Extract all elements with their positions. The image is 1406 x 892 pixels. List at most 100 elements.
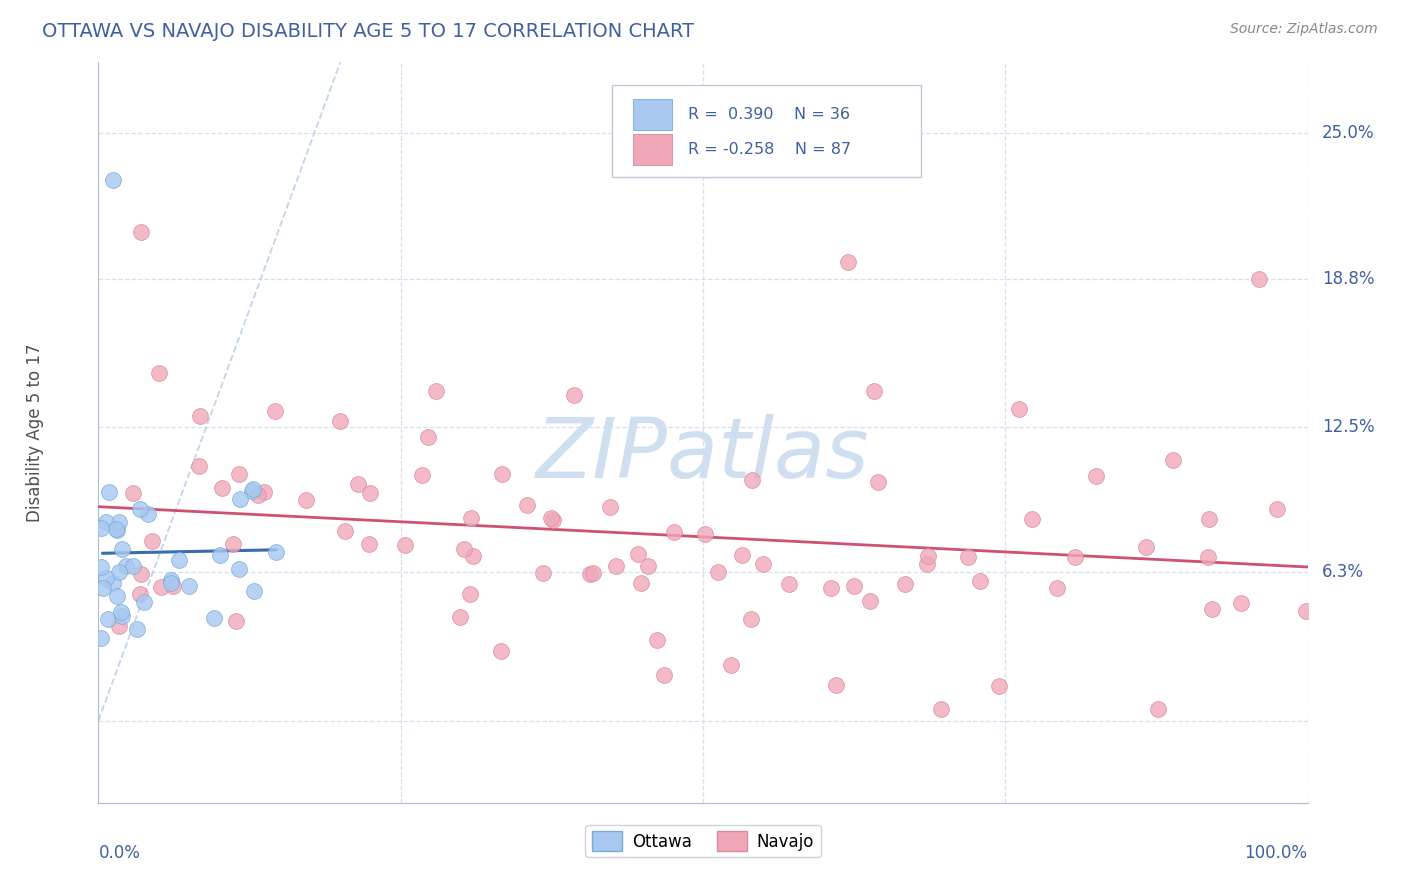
Point: [136, 508, 159, 522]
Point: [357, 537, 380, 551]
Point: [837, 255, 859, 269]
Point: [122, 486, 145, 500]
Point: [97, 612, 120, 626]
Point: [242, 482, 264, 496]
Point: [741, 474, 763, 488]
Point: [516, 498, 538, 512]
Point: [222, 537, 245, 551]
Point: [458, 587, 481, 601]
Point: [1064, 550, 1087, 565]
Point: [294, 492, 316, 507]
Point: [335, 524, 357, 538]
Point: [956, 549, 979, 564]
Point: [90, 559, 112, 574]
Point: [211, 481, 233, 495]
Point: [1198, 549, 1220, 564]
Text: ZIPatlas: ZIPatlas: [536, 414, 870, 495]
Point: [1084, 468, 1107, 483]
FancyBboxPatch shape: [613, 85, 921, 178]
Point: [416, 430, 439, 444]
Point: [582, 566, 605, 581]
Point: [578, 566, 600, 581]
Point: [752, 558, 775, 572]
Point: [91, 582, 114, 596]
Point: [129, 502, 152, 516]
Point: [541, 513, 564, 527]
Point: [820, 581, 842, 595]
Point: [411, 467, 433, 482]
Point: [1135, 541, 1157, 555]
Point: [208, 549, 231, 563]
Point: [863, 384, 886, 399]
Text: 25.0%: 25.0%: [1322, 124, 1375, 142]
Point: [491, 467, 513, 481]
Point: [97, 485, 120, 500]
Point: [1198, 512, 1220, 526]
Text: 100.0%: 100.0%: [1244, 844, 1308, 862]
Text: 0.0%: 0.0%: [98, 844, 141, 862]
Point: [1265, 502, 1288, 516]
Point: [346, 477, 368, 491]
Point: [253, 485, 276, 500]
Point: [731, 548, 754, 562]
Point: [917, 549, 939, 563]
Point: [1008, 401, 1031, 416]
Point: [160, 575, 183, 590]
Point: [90, 521, 112, 535]
Point: [108, 565, 131, 579]
Point: [177, 579, 200, 593]
Point: [225, 614, 247, 628]
Point: [627, 547, 650, 561]
Point: [162, 579, 184, 593]
Point: [131, 566, 153, 581]
Point: [449, 610, 471, 624]
Point: [720, 657, 742, 672]
Point: [842, 579, 865, 593]
Point: [778, 577, 800, 591]
Text: R = -0.258    N = 87: R = -0.258 N = 87: [689, 142, 852, 157]
Point: [128, 587, 150, 601]
Point: [630, 576, 652, 591]
Text: 12.5%: 12.5%: [1322, 417, 1375, 436]
Text: 18.8%: 18.8%: [1322, 269, 1375, 288]
Text: Disability Age 5 to 17: Disability Age 5 to 17: [25, 343, 44, 522]
Point: [1046, 581, 1069, 595]
Point: [115, 559, 138, 574]
Point: [90, 632, 112, 646]
Point: [228, 562, 250, 576]
Point: [94, 515, 117, 529]
Point: [111, 541, 134, 556]
Point: [111, 608, 134, 623]
Point: [1147, 702, 1170, 716]
Point: [105, 590, 128, 604]
Point: [662, 525, 685, 540]
Text: OTTAWA VS NAVAJO DISABILITY AGE 5 TO 17 CORRELATION CHART: OTTAWA VS NAVAJO DISABILITY AGE 5 TO 17 …: [42, 22, 695, 41]
Point: [866, 475, 889, 490]
Point: [127, 622, 149, 636]
Point: [160, 574, 183, 588]
Point: [169, 553, 191, 567]
FancyBboxPatch shape: [633, 134, 672, 165]
Point: [149, 580, 172, 594]
Point: [489, 644, 512, 658]
Point: [104, 522, 127, 536]
Point: [599, 500, 621, 514]
Point: [101, 576, 124, 591]
Point: [540, 511, 562, 525]
Point: [1230, 596, 1253, 610]
Point: [264, 545, 287, 559]
Point: [859, 594, 882, 608]
Point: [121, 559, 143, 574]
Point: [105, 523, 128, 537]
Point: [1021, 512, 1043, 526]
Text: 6.3%: 6.3%: [1322, 564, 1364, 582]
Point: [329, 414, 352, 428]
Point: [1295, 604, 1317, 618]
Point: [531, 566, 554, 581]
Point: [562, 388, 585, 402]
Point: [101, 173, 124, 187]
FancyBboxPatch shape: [633, 99, 672, 130]
Point: [425, 384, 447, 399]
Point: [243, 584, 266, 599]
Point: [240, 484, 263, 499]
